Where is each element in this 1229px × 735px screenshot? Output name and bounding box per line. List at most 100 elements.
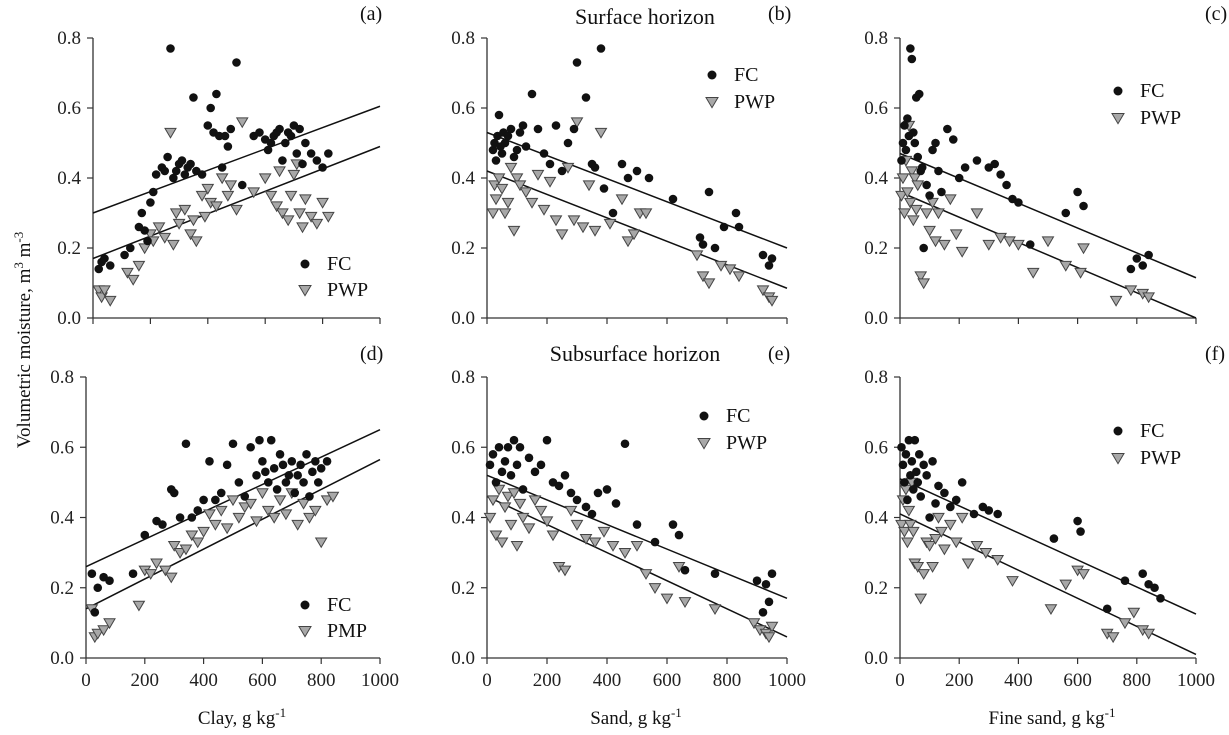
fc-point (313, 478, 323, 487)
fc-point (698, 240, 708, 249)
pwp-point (179, 544, 193, 556)
pwp-point (618, 548, 632, 559)
fc-point (704, 187, 714, 197)
pwp-point (513, 498, 527, 510)
fc-point (710, 569, 720, 578)
fit-line-pwp (85, 458, 381, 610)
y-tick-label: 0.4 (451, 168, 475, 189)
fc-point (1132, 254, 1142, 263)
fc-point (1126, 264, 1136, 274)
pwp-point (510, 540, 524, 552)
fc-point (140, 530, 150, 540)
fc-point (623, 173, 633, 183)
pwp-point (903, 197, 917, 209)
legend-marker-pwp (697, 438, 711, 450)
pwp-point (507, 488, 521, 500)
fc-point (919, 243, 928, 253)
pwp-point (639, 208, 653, 220)
pwp-point (570, 117, 584, 129)
pwp-point (723, 264, 737, 276)
pwp-point (250, 516, 263, 528)
fc-point (650, 537, 660, 547)
fit-line-fc (899, 152, 1197, 279)
panel-f: 0.0 0.2 0.4 0.6 0.8 0 200 400 600 800 1000 (f) FC PWP (864, 343, 1225, 691)
pwp-point (932, 208, 945, 220)
fc-point (143, 236, 152, 246)
fc-point (308, 467, 317, 477)
pwp-point (588, 537, 602, 549)
fc-point (996, 170, 1005, 179)
fc-point (100, 254, 109, 263)
fc-point (223, 142, 233, 151)
x-tick-label: 400 (1004, 670, 1033, 691)
pwp-point (152, 222, 166, 234)
legend-label-fc: FC (327, 253, 351, 275)
fc-point (306, 149, 316, 158)
legend-marker-fc (1113, 86, 1123, 96)
fc-point (151, 170, 161, 179)
pwp-point (299, 194, 312, 206)
legend-marker-pwp (705, 97, 719, 109)
pwp-point (896, 173, 910, 185)
fc-point (521, 142, 531, 151)
pwp-point (903, 519, 917, 531)
fc-point (146, 198, 155, 207)
pwp-point (543, 176, 557, 188)
fc-point (298, 159, 307, 169)
pwp-point (261, 505, 275, 517)
fc-point (318, 163, 327, 172)
pwp-point (708, 604, 722, 616)
row-title-subsurface: Subsurface horizon (550, 341, 720, 366)
pwp-point (507, 225, 521, 237)
fc-point (290, 488, 300, 498)
x-tick-label: 0 (895, 670, 905, 691)
fc-point (668, 194, 678, 204)
fc-point (171, 166, 181, 176)
fc-point (485, 460, 495, 470)
legend-marker-pwp (298, 626, 312, 638)
fc-point (255, 128, 264, 137)
x-tick-label: 400 (593, 670, 622, 691)
pwp-point (144, 569, 158, 580)
fc-point (752, 576, 762, 586)
pwp-point (949, 537, 963, 549)
fc-point (232, 58, 241, 67)
fc-point (572, 495, 582, 505)
pwp-point (982, 239, 996, 251)
fc-point (87, 569, 97, 578)
fc-point (563, 138, 573, 148)
fc-point (990, 159, 1000, 169)
fc-point (620, 439, 630, 449)
x-tick-label: 600 (653, 670, 682, 691)
y-tick-label: 0.6 (451, 98, 475, 119)
fc-point (175, 513, 185, 522)
pwp-point (603, 218, 617, 230)
pwp-point (224, 180, 238, 192)
pwp-point (510, 173, 524, 185)
legend-label-pwp: PWP (726, 432, 767, 454)
pwp-point (627, 229, 641, 241)
x-tick-label: 0 (482, 670, 492, 691)
fc-point (266, 435, 276, 445)
fc-point (93, 583, 103, 593)
fc-point (515, 128, 525, 137)
legend-marker-pwp (1111, 453, 1125, 465)
panel-a: 0.0 0.2 0.4 0.6 0.8 (a) FC PWP (57, 3, 382, 329)
pwp-point (926, 197, 939, 209)
fc-point (120, 250, 129, 260)
legend-label-fc: FC (734, 64, 758, 86)
y-tick-label: 0.2 (864, 238, 888, 259)
fc-point (299, 478, 308, 487)
fc-point (925, 191, 934, 200)
fc-point (278, 156, 287, 165)
fc-point (506, 124, 516, 134)
pwp-point (908, 173, 922, 185)
panel-letter: (c) (1205, 3, 1227, 25)
y-tick-label: 0.6 (864, 98, 888, 119)
pwp-point (747, 618, 761, 630)
fc-point (261, 467, 270, 477)
pwp-point (961, 558, 975, 570)
fc-point (993, 509, 1002, 519)
x-tick-label: 200 (533, 670, 562, 691)
pwp-point (938, 239, 951, 251)
